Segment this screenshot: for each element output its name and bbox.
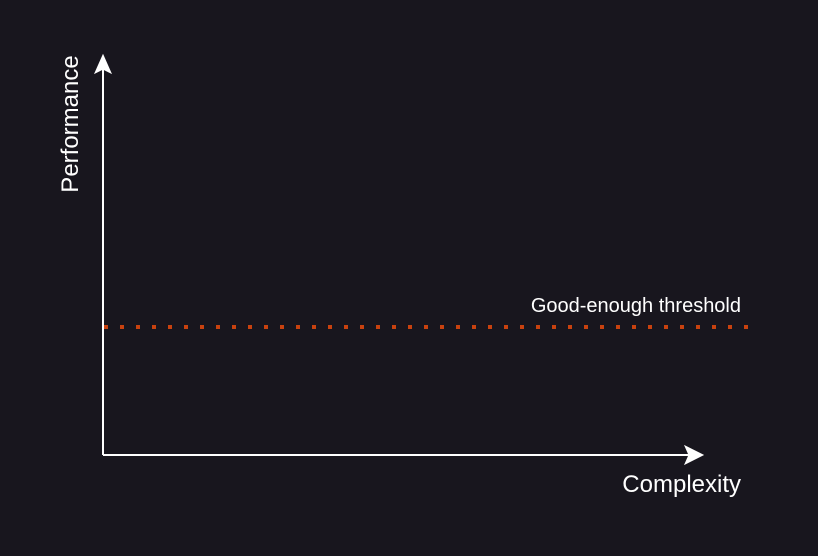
x-axis [103,444,705,466]
x-axis-arrow-icon [683,444,705,466]
x-axis-label: Complexity [622,471,741,498]
y-axis-arrow-icon [93,53,113,75]
y-axis [93,53,113,455]
y-axis-label: Performance [57,55,84,192]
threshold-label: Good-enough threshold [531,295,741,317]
